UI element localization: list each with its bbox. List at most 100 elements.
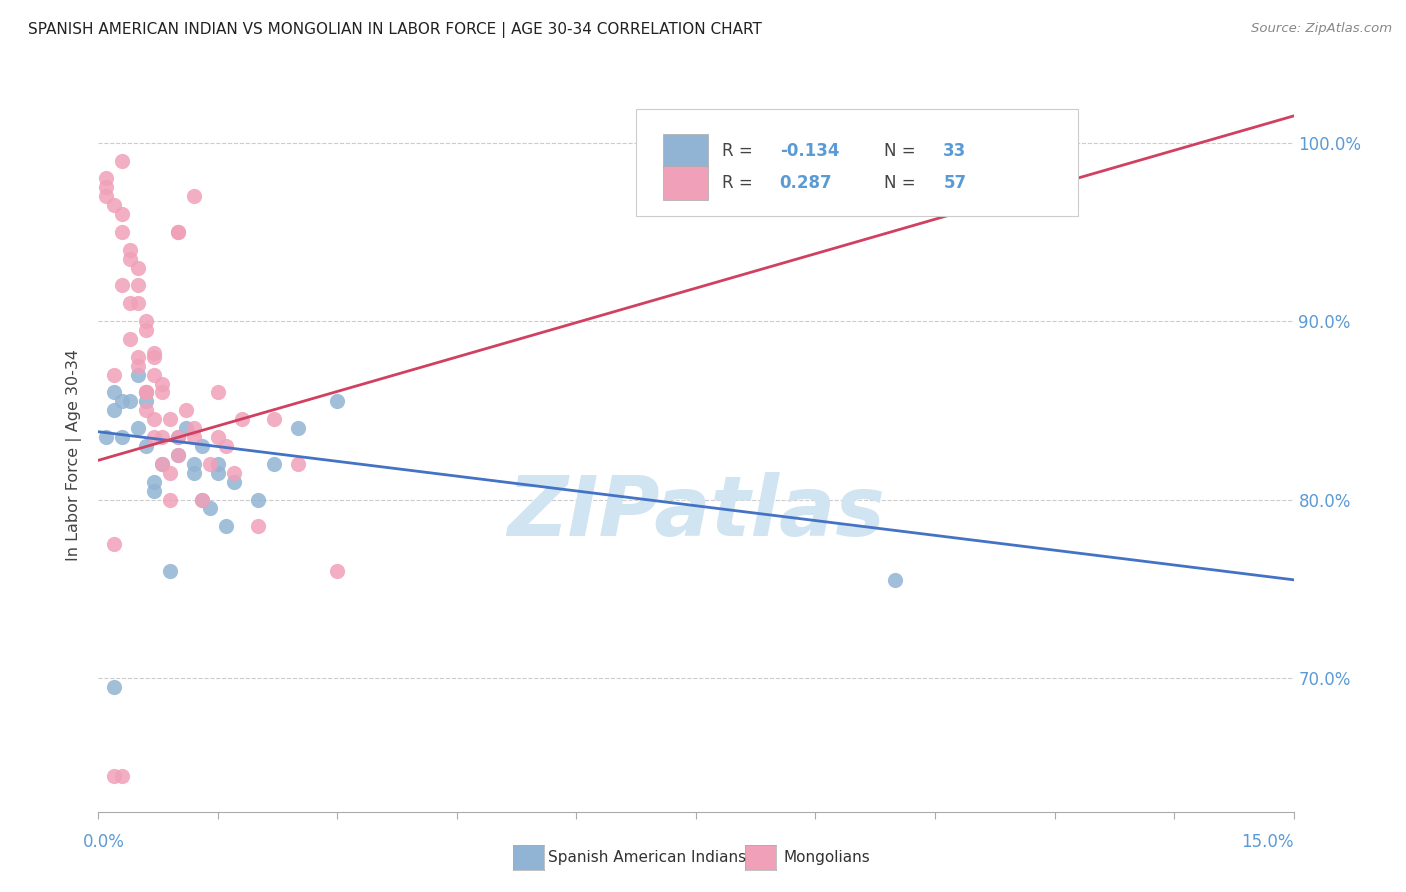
Point [103, 385, 125, 400]
Point [150, 376, 173, 391]
Point [127, 350, 149, 364]
Text: 33: 33 [943, 142, 966, 161]
Point [143, 346, 166, 360]
Text: 0.287: 0.287 [780, 174, 832, 192]
Point [174, 421, 197, 435]
Point [127, 260, 149, 275]
Point [143, 430, 166, 444]
Text: 0.0%: 0.0% [83, 833, 124, 851]
Point [103, 769, 125, 783]
Point [246, 492, 269, 507]
Point [191, 439, 214, 453]
FancyBboxPatch shape [637, 109, 1078, 216]
Point [127, 421, 149, 435]
Point [96, 430, 118, 444]
Point [111, 769, 134, 783]
Point [222, 475, 245, 489]
Text: N =: N = [883, 174, 921, 192]
Point [135, 385, 157, 400]
Point [150, 457, 173, 471]
Text: Source: ZipAtlas.com: Source: ZipAtlas.com [1251, 22, 1392, 36]
Point [111, 153, 134, 168]
Point [167, 225, 190, 239]
Point [167, 430, 190, 444]
Point [111, 394, 134, 409]
Point [96, 189, 118, 203]
Point [167, 430, 190, 444]
Point [111, 278, 134, 293]
Point [135, 439, 157, 453]
Point [215, 519, 238, 533]
Point [150, 430, 173, 444]
Point [167, 448, 190, 462]
Text: ZIPatlas: ZIPatlas [508, 472, 884, 552]
Point [159, 466, 181, 480]
Point [135, 394, 157, 409]
Point [111, 225, 134, 239]
Point [96, 180, 118, 194]
Point [167, 225, 190, 239]
Point [167, 448, 190, 462]
Point [120, 394, 142, 409]
Point [198, 457, 221, 471]
Point [103, 403, 125, 417]
Point [127, 368, 149, 382]
Text: 57: 57 [943, 174, 966, 192]
Point [222, 466, 245, 480]
Point [127, 359, 149, 373]
Point [884, 573, 907, 587]
Point [191, 492, 214, 507]
Point [183, 421, 205, 435]
Text: SPANISH AMERICAN INDIAN VS MONGOLIAN IN LABOR FORCE | AGE 30-34 CORRELATION CHAR: SPANISH AMERICAN INDIAN VS MONGOLIAN IN … [28, 22, 762, 38]
Point [143, 412, 166, 426]
Point [263, 412, 285, 426]
Point [159, 564, 181, 578]
Point [150, 385, 173, 400]
Point [120, 296, 142, 310]
Point [143, 350, 166, 364]
Point [246, 519, 269, 533]
Point [103, 680, 125, 694]
Text: Spanish American Indians: Spanish American Indians [548, 850, 747, 864]
Point [103, 537, 125, 551]
Text: R =: R = [723, 142, 758, 161]
Point [174, 403, 197, 417]
Point [127, 296, 149, 310]
Point [111, 207, 134, 221]
Point [183, 466, 205, 480]
Point [215, 439, 238, 453]
Point [231, 412, 253, 426]
Point [263, 457, 285, 471]
Point [135, 385, 157, 400]
Text: R =: R = [723, 174, 758, 192]
Point [183, 430, 205, 444]
Point [159, 412, 181, 426]
Point [287, 457, 309, 471]
Text: N =: N = [883, 142, 921, 161]
Point [120, 243, 142, 257]
Text: 15.0%: 15.0% [1241, 833, 1294, 851]
Point [135, 385, 157, 400]
Point [183, 457, 205, 471]
Point [103, 198, 125, 212]
Point [183, 189, 205, 203]
Point [143, 368, 166, 382]
Point [143, 475, 166, 489]
Point [135, 323, 157, 337]
Point [198, 501, 221, 516]
Point [135, 314, 157, 328]
Point [111, 430, 134, 444]
Point [135, 403, 157, 417]
Point [159, 492, 181, 507]
Point [103, 368, 125, 382]
Point [120, 332, 142, 346]
Point [326, 394, 349, 409]
Point [207, 457, 229, 471]
Point [96, 171, 118, 186]
Point [143, 483, 166, 498]
Point [207, 385, 229, 400]
Point [207, 430, 229, 444]
Point [127, 278, 149, 293]
Text: Mongolians: Mongolians [783, 850, 870, 864]
Point [120, 252, 142, 266]
